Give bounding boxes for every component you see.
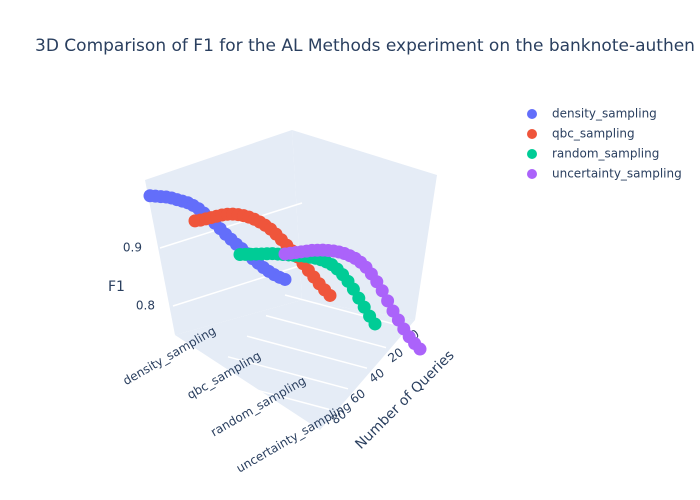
grid-line [246,335,368,369]
point [413,342,427,356]
z-tick-label: 0.8 [136,299,155,313]
z-tick-label: 0.9 [123,241,142,255]
legend-marker [527,129,537,139]
legend-label: uncertainty_sampling [552,167,682,181]
legend-marker [527,149,537,159]
legend-label: random_sampling [552,147,659,161]
legend-marker [527,169,537,179]
floor [175,300,415,430]
point [381,294,395,308]
legend-label: density_sampling [552,107,657,121]
grid-line [159,202,303,249]
z-axis-title: F1 [108,279,125,295]
point [278,272,292,286]
grid-line [265,314,387,349]
grid-line [208,376,330,411]
chart-title: 3D Comparison of F1 for the AL Methods e… [35,36,695,56]
point [323,288,337,302]
grid-line [284,294,406,328]
grid-line [172,260,316,307]
legend-marker [527,109,537,119]
point [368,317,382,331]
grid-line [227,356,349,390]
point [375,284,389,298]
legend-label: qbc_sampling [552,127,635,141]
wall-right [292,130,437,320]
